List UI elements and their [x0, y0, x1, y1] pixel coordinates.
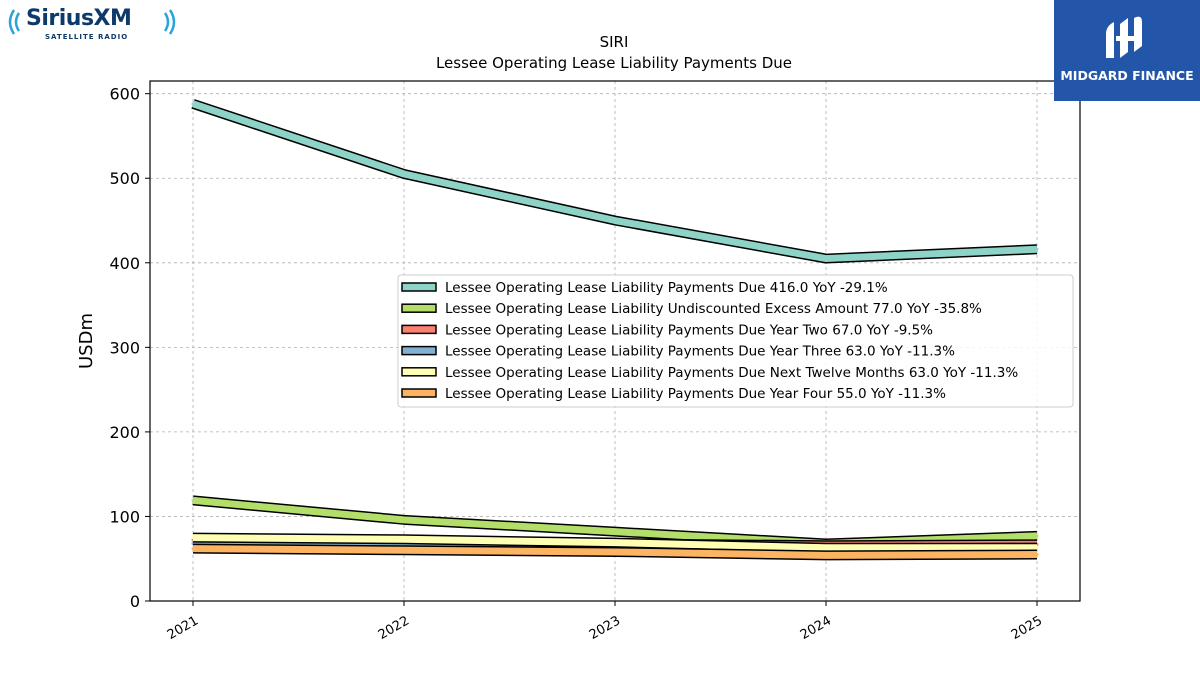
x-tick-label: 2022 — [376, 613, 412, 643]
data-point — [402, 518, 406, 522]
x-tick-label: 2021 — [165, 613, 201, 643]
data-point — [1035, 552, 1039, 556]
legend-swatch — [401, 367, 437, 377]
series-lines — [191, 99, 1039, 561]
siriusxm-wordmark: SiriusXM — [26, 6, 132, 31]
legend-entry: Lessee Operating Lease Liability Payment… — [445, 322, 933, 338]
y-axis-label: USDm — [76, 313, 97, 369]
data-point — [613, 550, 617, 554]
data-point — [191, 547, 195, 551]
data-point — [191, 536, 195, 540]
data-point — [402, 172, 406, 176]
legend-swatch — [401, 324, 437, 335]
series-line-0 — [191, 100, 1038, 263]
midgard-mark-icon — [1106, 16, 1142, 58]
data-point — [613, 219, 617, 223]
data-point — [613, 530, 617, 534]
data-point — [613, 541, 617, 545]
legend-swatch — [401, 388, 437, 398]
siriusxm-tagline: SATELLITE RADIO — [45, 33, 129, 41]
legend-entry: Lessee Operating Lease Liability Payment… — [445, 386, 946, 402]
series-outline-0 — [191, 99, 1038, 264]
data-point — [824, 553, 828, 557]
legend-entry: Lessee Operating Lease Liability Payment… — [445, 365, 1018, 381]
y-tick-label: 300 — [109, 338, 140, 357]
data-point — [1035, 534, 1039, 538]
x-tick-label: 2025 — [1009, 613, 1045, 643]
broadcast-waves-icon — [8, 9, 176, 35]
legend-swatch — [401, 345, 437, 356]
x-tick-label: 2024 — [798, 613, 834, 643]
data-point — [191, 498, 195, 502]
data-point — [402, 548, 406, 552]
data-point — [402, 537, 406, 541]
siriusxm-logo: SiriusXM SATELLITE RADIO — [4, 4, 184, 44]
y-tick-label: 500 — [109, 169, 140, 188]
chart-subtitle: Lessee Operating Lease Liability Payment… — [436, 54, 792, 72]
midgard-finance-wordmark: MIDGARD FINANCE — [1060, 68, 1194, 83]
y-tick-label: 0 — [130, 592, 140, 611]
legend-swatch — [401, 303, 437, 313]
y-tick-label: 100 — [109, 507, 140, 526]
y-tick-label: 600 — [109, 85, 140, 104]
data-point — [824, 546, 828, 550]
legend-swatch — [401, 282, 437, 292]
y-tick-label: 400 — [109, 254, 140, 273]
midgard-finance-logo: MIDGARD FINANCE — [1054, 0, 1200, 101]
legend: Lessee Operating Lease Liability Payment… — [397, 274, 1074, 408]
x-tick-label: 2023 — [587, 613, 623, 643]
legend-entry: Lessee Operating Lease Liability Payment… — [445, 280, 888, 296]
x-axis: 2021 2022 2023 2024 2025 — [165, 601, 1045, 643]
chart-title: SIRI — [600, 33, 629, 51]
legend-entry: Lessee Operating Lease Liability Payment… — [445, 344, 955, 360]
data-point — [1035, 546, 1039, 550]
y-axis: 0 100 200 300 400 500 600 — [109, 85, 150, 611]
data-point — [191, 102, 195, 106]
legend-box — [397, 274, 1074, 408]
y-tick-label: 200 — [109, 423, 140, 442]
legend-entry: Lessee Operating Lease Liability Undisco… — [445, 301, 982, 317]
data-point — [1035, 247, 1039, 251]
data-point — [824, 257, 828, 261]
